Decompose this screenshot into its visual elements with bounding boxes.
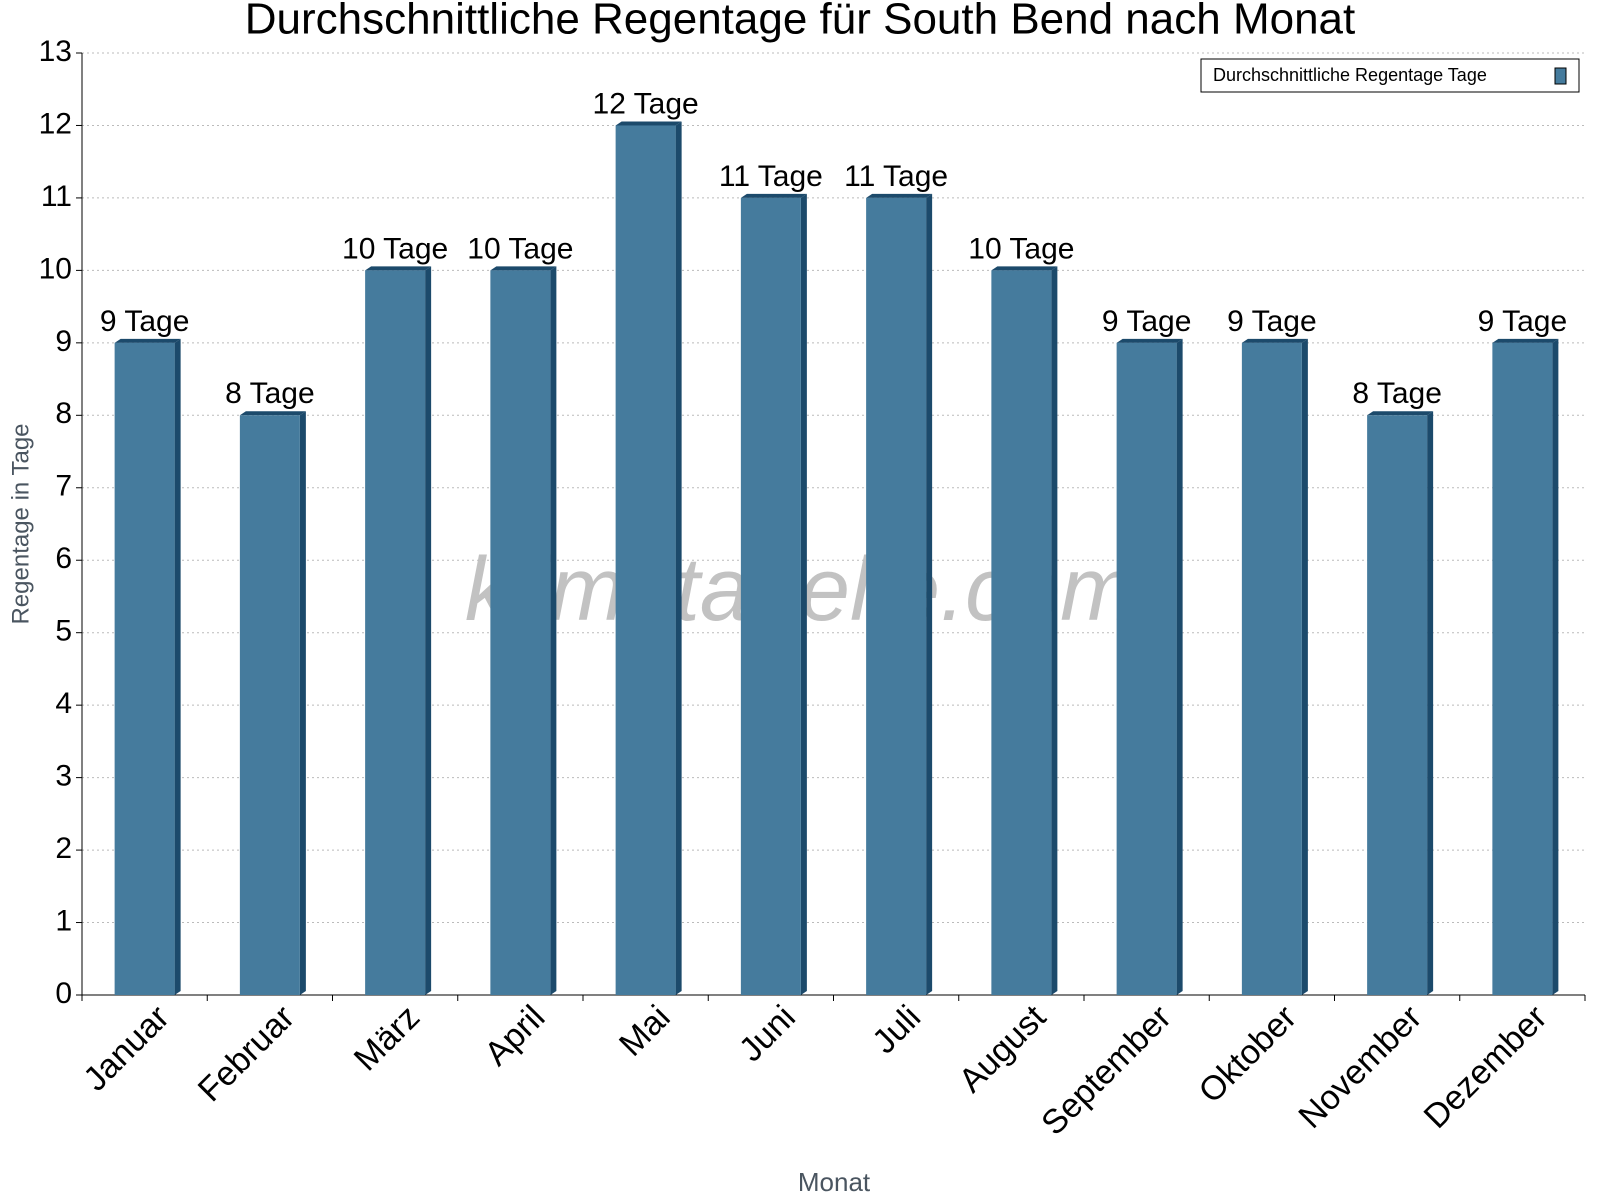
- value-label: 11 Tage: [719, 160, 823, 193]
- y-tick-label: 0: [55, 977, 72, 1010]
- x-tick-label: Mai: [612, 998, 678, 1064]
- y-tick-label: 9: [55, 325, 72, 358]
- bar-top: [1241, 338, 1308, 343]
- legend-box: [1200, 58, 1580, 93]
- bar-top: [740, 193, 807, 198]
- bar-face: [490, 270, 551, 995]
- value-label: 9 Tage: [1227, 305, 1317, 338]
- bar: [1116, 338, 1183, 995]
- bar: [615, 121, 682, 995]
- x-tick-label: November: [1291, 998, 1429, 1136]
- value-label: 9 Tage: [1478, 305, 1568, 338]
- legend-label: Durchschnittliche Regentage Tage: [1213, 65, 1487, 85]
- value-label: 8 Tage: [1352, 377, 1442, 410]
- y-tick-label: 3: [55, 760, 72, 793]
- bar-top: [991, 266, 1058, 271]
- bar-side: [1051, 266, 1058, 995]
- value-label: 11 Tage: [844, 160, 948, 193]
- legend-swatch: [1554, 67, 1567, 85]
- bar-top: [365, 266, 432, 271]
- bar-face: [740, 197, 801, 995]
- bar-side: [174, 338, 181, 995]
- x-tick-label: Oktober: [1191, 998, 1303, 1110]
- y-tick-label: 11: [41, 180, 72, 213]
- bar: [991, 266, 1058, 995]
- y-tick-label: 7: [55, 470, 72, 503]
- bar-face: [365, 270, 426, 995]
- bar-top: [239, 411, 306, 416]
- y-tick-label: 10: [39, 252, 72, 285]
- bar-side: [1301, 338, 1308, 995]
- bar-face: [991, 270, 1052, 995]
- value-label: 12 Tage: [593, 87, 699, 120]
- bar: [114, 338, 181, 995]
- bar-side: [1427, 411, 1434, 995]
- bar-top: [1367, 411, 1434, 416]
- bar: [365, 266, 432, 995]
- bar-side: [800, 193, 807, 995]
- y-tick-label: 1: [55, 904, 72, 937]
- x-axis-label: Monat: [798, 1167, 871, 1197]
- bar-top: [866, 193, 933, 198]
- bar-face: [615, 125, 676, 995]
- y-axis-label: Regentage in Tage: [7, 423, 34, 624]
- y-tick-label: 8: [55, 397, 72, 430]
- bar-top: [1492, 338, 1559, 343]
- x-tick-label: September: [1034, 998, 1178, 1142]
- legend: Durchschnittliche Regentage Tage: [1200, 58, 1580, 93]
- x-tick-label: August: [952, 998, 1054, 1100]
- y-tick-label: 6: [55, 542, 72, 575]
- x-tick-label: Februar: [191, 998, 302, 1109]
- bar: [740, 193, 807, 995]
- bar: [866, 193, 933, 995]
- bar-face: [1492, 342, 1553, 995]
- value-label: 10 Tage: [342, 232, 448, 265]
- y-tick-label: 12: [39, 107, 72, 140]
- bar-side: [675, 121, 682, 995]
- bar-side: [926, 193, 933, 995]
- bar: [1492, 338, 1559, 995]
- bar-side: [1552, 338, 1559, 995]
- y-tick-label: 13: [39, 35, 72, 68]
- value-label: 8 Tage: [225, 377, 315, 410]
- bar: [490, 266, 557, 995]
- chart-title: Durchschnittliche Regentage für South Be…: [245, 0, 1355, 44]
- bar-top: [615, 121, 682, 126]
- bar-top: [490, 266, 557, 271]
- x-tick-label: Juli: [865, 998, 928, 1061]
- bar-face: [866, 197, 927, 995]
- value-label: 10 Tage: [968, 232, 1074, 265]
- bar: [239, 411, 306, 995]
- bar-top: [1116, 338, 1183, 343]
- bar-face: [1367, 415, 1428, 995]
- bar-side: [1176, 338, 1183, 995]
- x-tick-label: Dezember: [1417, 998, 1555, 1136]
- y-tick-label: 4: [55, 687, 72, 720]
- value-label: 10 Tage: [467, 232, 573, 265]
- bar: [1367, 411, 1434, 995]
- bar-face: [1241, 342, 1302, 995]
- bar-top: [114, 338, 181, 343]
- bar-side: [425, 266, 432, 995]
- x-tick-label: Juni: [732, 998, 803, 1069]
- bar: [1241, 338, 1308, 995]
- bar-face: [1116, 342, 1177, 995]
- x-tick-label: März: [347, 998, 427, 1078]
- x-tick-label: April: [477, 998, 552, 1073]
- value-label: 9 Tage: [1102, 305, 1192, 338]
- bar-side: [550, 266, 557, 995]
- y-tick-label: 5: [55, 615, 72, 648]
- x-tick-label: Januar: [76, 998, 176, 1098]
- bar-face: [114, 342, 175, 995]
- value-label: 9 Tage: [100, 305, 190, 338]
- bar-side: [299, 411, 306, 995]
- y-tick-label: 2: [55, 832, 72, 865]
- bar-face: [239, 415, 300, 995]
